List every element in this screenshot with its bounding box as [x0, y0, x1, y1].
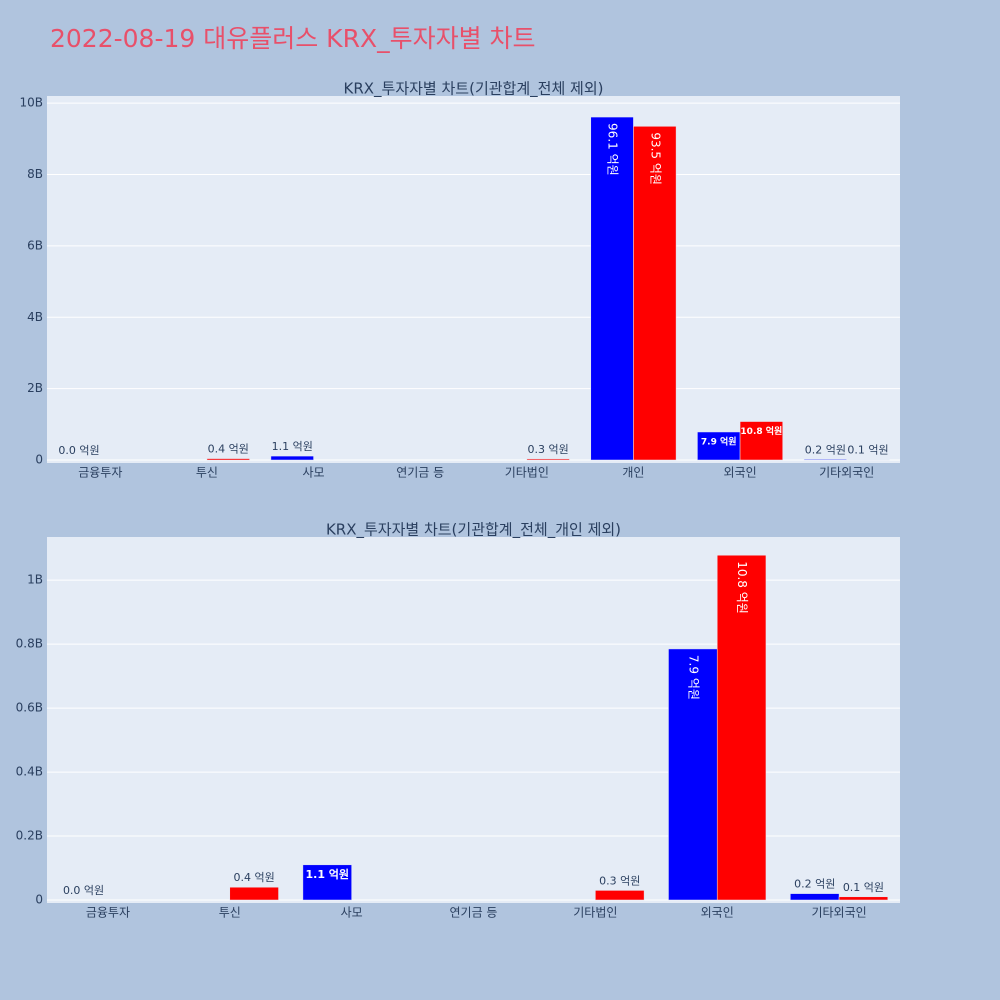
bar — [803, 459, 847, 461]
value-label: 0.4 억원 — [234, 871, 275, 884]
x-tick-label: 외국인 — [724, 466, 757, 480]
bar — [716, 554, 767, 901]
value-label: 0.1 억원 — [843, 881, 884, 894]
bar — [595, 890, 645, 901]
bar — [838, 896, 889, 901]
bar — [633, 126, 677, 461]
value-label: 0.3 억원 — [528, 443, 569, 456]
value-label: 7.9 억원 — [686, 655, 700, 700]
value-label: 0.2 억원 — [794, 878, 835, 891]
value-label: 10.8 억원 — [740, 425, 782, 437]
bar — [790, 893, 840, 901]
x-tick-label: 기타법인 — [573, 906, 617, 920]
value-label: 1.1 억원 — [272, 440, 313, 453]
value-label: 0.0 억원 — [58, 444, 99, 457]
bar — [697, 431, 741, 461]
value-label: 93.5 억원 — [648, 132, 662, 185]
value-label: 0.4 억원 — [208, 443, 249, 456]
bar — [668, 648, 718, 901]
x-tick-label: 사모 — [341, 906, 363, 920]
bar — [526, 458, 570, 461]
y-tick-label: 0 — [35, 893, 43, 907]
value-label: 0.3 억원 — [599, 874, 640, 887]
chart-title: KRX_투자자별 차트(기관합계_전체 제외) — [344, 80, 604, 99]
bar — [739, 421, 783, 461]
chart-title: KRX_투자자별 차트(기관합계_전체_개인 제외) — [326, 521, 621, 540]
bar — [302, 864, 352, 901]
x-tick-label: 투신 — [219, 906, 241, 920]
value-label: 0.1 억원 — [847, 444, 888, 457]
value-label: 1.1 억원 — [305, 867, 349, 881]
y-tick-label: 0.4B — [16, 765, 43, 779]
x-tick-label: 외국인 — [701, 906, 734, 920]
x-tick-label: 금융투자 — [78, 466, 122, 480]
x-tick-label: 금융투자 — [86, 906, 130, 920]
y-tick-label: 0.2B — [16, 829, 43, 843]
page-title: 2022-08-19 대유플러스 KRX_투자자별 차트 — [50, 24, 536, 53]
x-tick-label: 투신 — [196, 466, 218, 480]
x-tick-label: 기타법인 — [505, 466, 549, 480]
y-tick-label: 0.6B — [16, 701, 43, 715]
x-tick-label: 연기금 등 — [450, 906, 498, 920]
y-tick-label: 1B — [27, 573, 43, 587]
x-tick-label: 개인 — [622, 466, 644, 480]
y-tick-label: 0.8B — [16, 637, 43, 651]
x-tick-label: 기타외국인 — [811, 906, 866, 920]
y-tick-label: 10B — [19, 96, 43, 110]
plot-area — [47, 96, 900, 463]
value-label: 96.1 억원 — [606, 123, 620, 176]
value-label: 0.0 억원 — [63, 884, 104, 897]
y-tick-label: 0 — [35, 453, 43, 467]
value-label: 10.8 억원 — [735, 561, 749, 614]
value-label: 0.2 억원 — [805, 443, 846, 456]
bar — [229, 886, 279, 901]
bar — [206, 458, 250, 461]
bar — [270, 455, 314, 461]
value-label: 7.9 억원 — [701, 435, 737, 447]
x-tick-label: 사모 — [303, 466, 325, 480]
x-tick-label: 기타외국인 — [819, 466, 874, 480]
plot-area — [47, 537, 900, 903]
y-tick-label: 2B — [27, 381, 43, 395]
x-tick-label: 연기금 등 — [396, 466, 444, 480]
y-tick-label: 6B — [27, 238, 43, 252]
y-tick-label: 8B — [27, 167, 43, 181]
y-tick-label: 4B — [27, 310, 43, 324]
